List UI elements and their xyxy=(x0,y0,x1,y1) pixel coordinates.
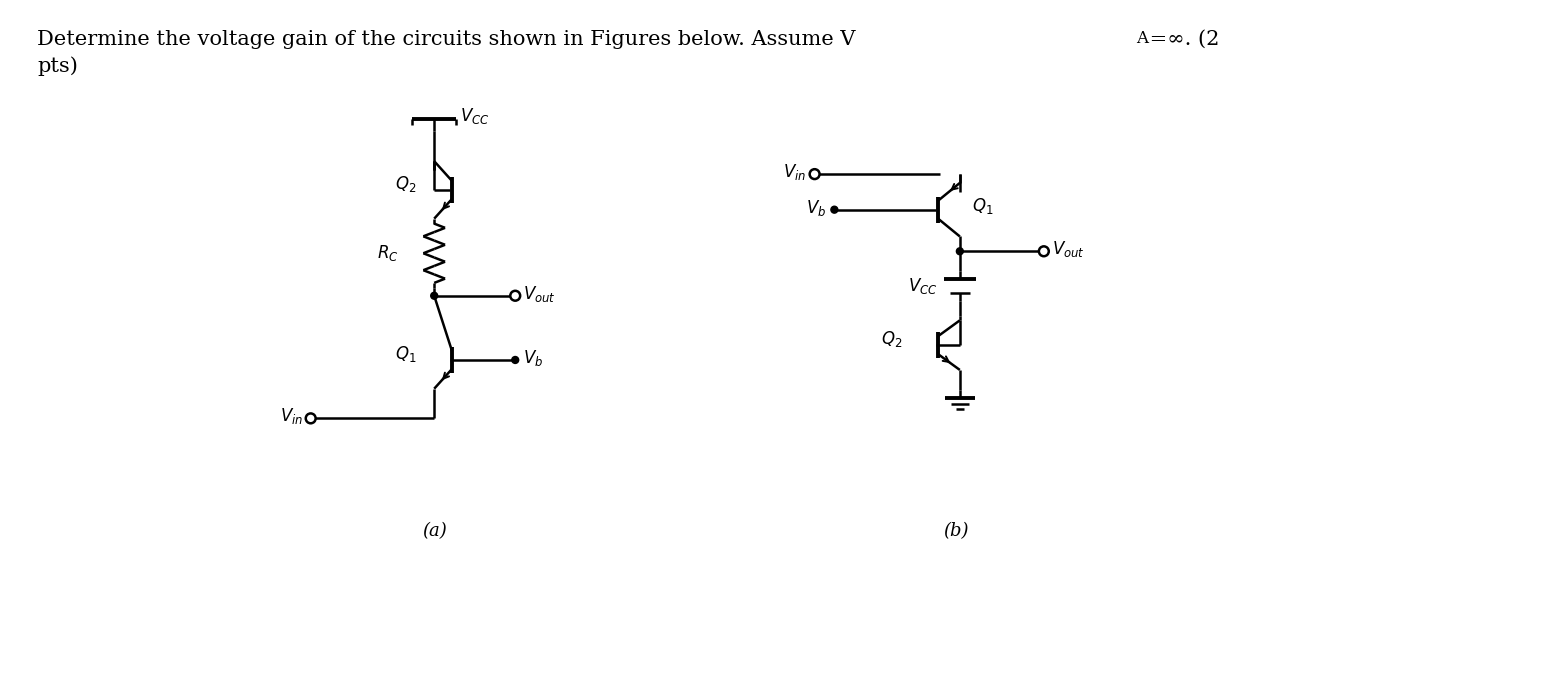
Text: $V_{in}$: $V_{in}$ xyxy=(782,162,805,182)
Circle shape xyxy=(430,292,438,299)
Text: $V_{out}$: $V_{out}$ xyxy=(522,284,555,304)
Text: $V_{out}$: $V_{out}$ xyxy=(1051,239,1084,259)
Circle shape xyxy=(511,357,519,364)
Text: $R_C$: $R_C$ xyxy=(377,244,399,263)
Text: $V_b$: $V_b$ xyxy=(522,348,543,368)
Text: $Q_1$: $Q_1$ xyxy=(971,195,993,216)
Circle shape xyxy=(830,206,838,213)
Text: $Q_2$: $Q_2$ xyxy=(396,174,416,194)
Text: =∞. (2: =∞. (2 xyxy=(1143,30,1218,49)
Text: $Q_1$: $Q_1$ xyxy=(396,344,416,364)
Circle shape xyxy=(1038,246,1049,256)
Circle shape xyxy=(510,291,521,301)
Text: Determine the voltage gain of the circuits shown in Figures below. Assume V: Determine the voltage gain of the circui… xyxy=(38,30,856,49)
Text: $V_{in}$: $V_{in}$ xyxy=(280,406,303,426)
Text: (b): (b) xyxy=(943,522,970,540)
Text: $V_{CC}$: $V_{CC}$ xyxy=(909,276,938,296)
Circle shape xyxy=(957,248,963,255)
Text: $V_{CC}$: $V_{CC}$ xyxy=(460,106,490,126)
Text: $V_b$: $V_b$ xyxy=(807,198,826,218)
Text: $Q_2$: $Q_2$ xyxy=(881,329,902,349)
Circle shape xyxy=(810,169,820,179)
Circle shape xyxy=(305,413,316,423)
Text: (a): (a) xyxy=(422,522,447,540)
Text: pts): pts) xyxy=(38,57,78,76)
Text: A: A xyxy=(1135,30,1148,47)
